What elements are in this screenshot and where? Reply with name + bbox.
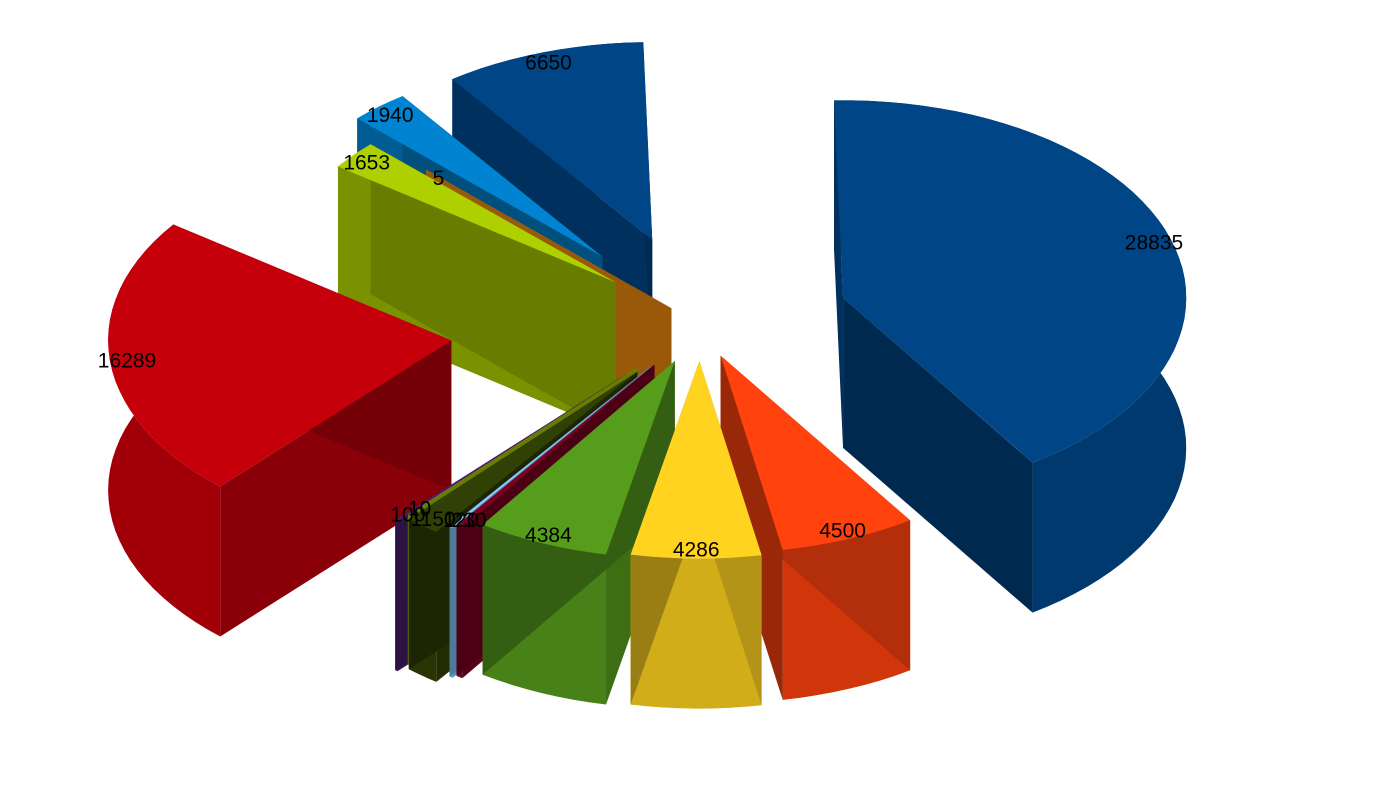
- slice-value-label: 230: [452, 509, 487, 532]
- slice-side-10: [337, 144, 616, 433]
- pie-slice-1940: [357, 96, 603, 257]
- slice-value-label: 5: [433, 167, 445, 190]
- pie-slice-4286: [630, 361, 762, 559]
- pie-slice-10: [407, 367, 637, 515]
- pie-slice-1653: [338, 144, 616, 283]
- pie-slice-100: [395, 374, 627, 522]
- pie-slice-16289: [108, 224, 452, 487]
- slice-radial-wall: [370, 144, 616, 433]
- pie-slice-230: [456, 364, 655, 529]
- pie-slice-6650: [452, 42, 653, 240]
- pie-slice-5: [426, 169, 672, 309]
- slice-radial-wall: [843, 297, 1033, 613]
- slice-radial-wall: [834, 100, 844, 448]
- pie-slice-4384: [482, 361, 675, 555]
- pie-slice-4500: [720, 355, 911, 550]
- slice-value-label: 100: [390, 503, 425, 526]
- slice-value-label: 120: [443, 509, 478, 532]
- pie-slice-120: [449, 366, 651, 528]
- slice-value-label: 1150: [410, 508, 455, 531]
- slice-value-label: 10: [408, 498, 431, 521]
- slice-value-label: 1940: [367, 104, 414, 127]
- slice-value-label: 16289: [98, 350, 156, 373]
- pie-slice-28835: [834, 100, 1187, 463]
- slice-value-label: 4384: [525, 524, 572, 547]
- slice-tops: [108, 42, 1187, 559]
- slice-value-label: 6650: [525, 52, 572, 75]
- slice-value-label: 4286: [673, 539, 720, 562]
- slice-value-label: 4500: [819, 520, 866, 543]
- slice-value-label: 1653: [343, 151, 390, 174]
- slice-value-label: 28835: [1125, 231, 1183, 254]
- pie-slice-1150: [408, 371, 638, 532]
